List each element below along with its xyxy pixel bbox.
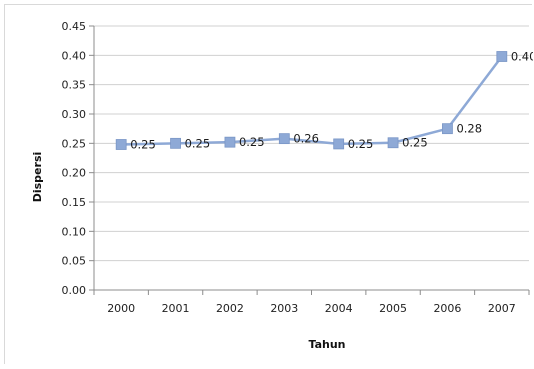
data-point-marker (224, 136, 236, 148)
y-tick-label: 0.45 (62, 20, 87, 33)
x-axis-ticks: 2000 2001 2002 2003 2004 2005 2006 2007 (107, 302, 516, 315)
y-tick-label: 0.40 (62, 49, 87, 62)
data-point-marker (170, 137, 181, 149)
axes (89, 25, 530, 295)
x-tick-label: 2004 (325, 302, 353, 315)
series-line (121, 55, 503, 146)
x-tick-label: 2003 (270, 302, 298, 315)
data-label: 0.25 (402, 136, 428, 150)
data-point-marker (496, 51, 508, 62)
y-axis-title: Dispersi (31, 152, 44, 203)
data-point-marker (278, 133, 290, 145)
data-point-marker (115, 139, 127, 150)
y-axis-ticks: 0.00 0.05 0.10 0.15 0.20 0.25 0.30 0.35 0.40 0.45 (62, 20, 87, 297)
data-label: 0.28 (456, 122, 482, 136)
y-tick-label: 0.00 (62, 284, 87, 297)
y-tick-label: 0.35 (62, 79, 87, 92)
data-point-marker (333, 138, 345, 150)
x-tick-label: 2002 (216, 302, 244, 315)
data-label: 0.40 (511, 50, 533, 64)
x-tick-label: 2000 (107, 302, 135, 315)
data-label: 0.25 (185, 136, 211, 150)
y-tick-label: 0.30 (62, 108, 87, 121)
x-tick-label: 2001 (162, 302, 190, 315)
x-tick-label: 2005 (379, 302, 407, 315)
x-tick-label: 2007 (488, 302, 516, 315)
data-label: 0.25 (239, 135, 265, 149)
y-tick-label: 0.25 (62, 137, 87, 150)
data-labels: 0.25 0.25 0.25 0.26 0.25 0.25 0.28 0.40 (130, 50, 534, 152)
chart-frame: 0.00 0.05 0.10 0.15 0.20 0.25 0.30 0.35 0.40 0.45… (4, 4, 534, 364)
y-tick-label: 0.20 (62, 167, 87, 180)
data-point-marker (387, 137, 399, 149)
x-axis-title: Tahun (308, 338, 345, 351)
data-label: 0.25 (348, 137, 374, 151)
y-tick-label: 0.15 (62, 196, 87, 209)
y-tick-label: 0.10 (62, 225, 87, 238)
data-label: 0.25 (130, 138, 156, 152)
data-label: 0.26 (293, 132, 319, 146)
y-tick-label: 0.05 (62, 255, 87, 268)
line-chart: 0.00 0.05 0.10 0.15 0.20 0.25 0.30 0.35 0.40 0.45… (31, 20, 534, 351)
data-point-marker (442, 123, 453, 135)
x-tick-label: 2006 (433, 302, 461, 315)
series-layer (115, 51, 508, 150)
